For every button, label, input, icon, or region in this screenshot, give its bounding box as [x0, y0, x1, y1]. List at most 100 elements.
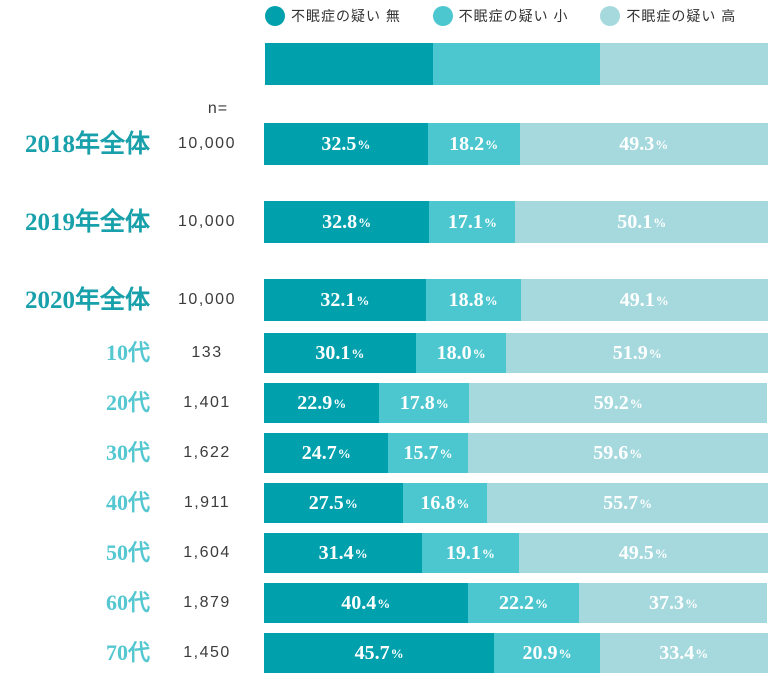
stacked-bar: 32.8% 17.1% 50.1%	[264, 201, 768, 243]
legend-label: 不眠症の疑い 小	[458, 8, 569, 24]
bar-segment-0: 40.4%	[264, 583, 468, 623]
row-label: 20代	[105, 390, 150, 415]
segment-value: 59.6	[593, 442, 629, 464]
segment-value: 18.2	[449, 133, 485, 155]
segment-value: 24.7	[301, 442, 337, 464]
scale-bar-segment-0	[265, 43, 433, 85]
chart-row: 40代 1,911 27.5% 16.8% 55.7%	[0, 483, 768, 523]
segment-value: 33.4	[659, 642, 695, 664]
bar-segment-2: 49.1%	[520, 279, 768, 321]
chart-row: 30代 1,622 24.7% 15.7% 59.6%	[0, 433, 768, 473]
bar-segment-1: 22.2%	[467, 583, 580, 623]
segment-value: 51.9	[612, 342, 648, 364]
segment-percent-sign: %	[472, 345, 486, 361]
segment-value: 16.8	[420, 492, 456, 514]
row-n-value: 1,604	[183, 544, 231, 561]
bar-segment-1: 17.1%	[429, 201, 516, 243]
segment-percent-sign: %	[655, 292, 669, 308]
segment-value: 30.1	[315, 342, 351, 364]
row-label: 2018年全体	[24, 130, 150, 158]
row-n-value: 1,450	[183, 644, 231, 661]
row-n-value: 1,879	[183, 594, 231, 611]
bar-segment-2: 33.4%	[599, 633, 768, 673]
segment-percent-sign: %	[485, 136, 499, 152]
segment-percent-sign: %	[351, 345, 365, 361]
row-n-value: 10,000	[178, 135, 236, 152]
segment-value: 22.9	[297, 392, 333, 414]
stacked-bar: 30.1% 18.0% 51.9%	[264, 333, 768, 373]
segment-percent-sign: %	[653, 214, 667, 230]
chart-rows: 2018年全体 10,000 32.5% 18.2% 49.3% 2019年全体 10,00…	[0, 123, 768, 674]
chart-row: 60代 1,879 40.4% 22.2% 37.3%	[0, 583, 768, 623]
row-label: 2019年全体	[24, 208, 150, 236]
stacked-bar: 32.5% 18.2% 49.3%	[264, 123, 768, 165]
segment-value: 18.0	[436, 342, 472, 364]
row-label: 10代	[105, 340, 150, 365]
segment-value: 20.9	[522, 642, 558, 664]
segment-percent-sign: %	[483, 214, 497, 230]
segment-percent-sign: %	[655, 136, 669, 152]
bar-segment-2: 59.2%	[469, 383, 768, 423]
segment-percent-sign: %	[654, 545, 668, 561]
segment-value: 17.8	[399, 392, 435, 414]
row-n-value: 1,911	[183, 494, 231, 511]
legend-swatch-circle-icon	[265, 6, 285, 26]
bar-segment-0: 24.7%	[264, 433, 389, 473]
row-label: 40代	[105, 490, 150, 515]
segment-value: 32.1	[320, 289, 356, 311]
scale-bar-segment-1	[433, 43, 601, 85]
segment-value: 17.1	[447, 211, 483, 233]
legend-item-2: 不眠症の疑い 高	[600, 6, 768, 26]
chart-row: 2019年全体 10,000 32.8% 17.1% 50.1%	[0, 201, 768, 243]
segment-value: 18.8	[448, 289, 484, 311]
stacked-bar: 32.1% 18.8% 49.1%	[264, 279, 768, 321]
segment-percent-sign: %	[435, 395, 449, 411]
row-n-value: 10,000	[178, 291, 236, 308]
bar-segment-1: 16.8%	[402, 483, 488, 523]
segment-percent-sign: %	[333, 395, 347, 411]
chart-row: 50代 1,604 31.4% 19.1% 49.5%	[0, 533, 768, 573]
segment-value: 40.4	[341, 592, 377, 614]
bar-segment-2: 50.1%	[515, 201, 768, 243]
segment-value: 50.1	[617, 211, 653, 233]
segment-percent-sign: %	[639, 495, 653, 511]
segment-value: 37.3	[648, 592, 684, 614]
segment-value: 32.8	[322, 211, 358, 233]
bar-segment-2: 49.3%	[519, 123, 768, 165]
bar-segment-2: 59.6%	[467, 433, 768, 473]
segment-percent-sign: %	[535, 595, 549, 611]
bar-segment-0: 31.4%	[264, 533, 423, 573]
segment-percent-sign: %	[695, 645, 709, 661]
segment-percent-sign: %	[337, 445, 351, 461]
segment-value: 59.2	[593, 392, 629, 414]
bar-segment-0: 32.8%	[264, 201, 430, 243]
segment-percent-sign: %	[439, 445, 453, 461]
bar-segment-1: 18.8%	[425, 279, 521, 321]
segment-percent-sign: %	[377, 595, 391, 611]
segment-percent-sign: %	[484, 292, 498, 308]
legend-item-1: 不眠症の疑い 小	[432, 6, 601, 26]
legend-label: 不眠症の疑い 高	[626, 8, 737, 24]
segment-percent-sign: %	[684, 595, 698, 611]
legend: 不眠症の疑い 無 不眠症の疑い 小 不眠症の疑い 高	[265, 3, 768, 29]
stacked-bar: 27.5% 16.8% 55.7%	[264, 483, 768, 523]
segment-percent-sign: %	[558, 645, 572, 661]
chart-row: 2018年全体 10,000 32.5% 18.2% 49.3%	[0, 123, 768, 165]
row-label: 2020年全体	[24, 286, 150, 314]
bar-segment-1: 19.1%	[422, 533, 519, 573]
segment-percent-sign: %	[390, 645, 404, 661]
segment-value: 31.4	[318, 542, 354, 564]
n-column-header: n=	[207, 100, 229, 117]
segment-value: 22.2	[499, 592, 535, 614]
row-n-value: 133	[191, 344, 223, 361]
segment-value: 32.5	[321, 133, 357, 155]
bar-segment-2: 49.5%	[518, 533, 768, 573]
segment-percent-sign: %	[344, 495, 358, 511]
legend-label: 不眠症の疑い 無	[291, 8, 401, 24]
bar-segment-1: 15.7%	[388, 433, 468, 473]
segment-percent-sign: %	[456, 495, 470, 511]
scale-bar	[265, 43, 768, 85]
segment-value: 49.1	[619, 289, 655, 311]
segment-percent-sign: %	[357, 136, 371, 152]
bar-segment-0: 32.5%	[264, 123, 428, 165]
